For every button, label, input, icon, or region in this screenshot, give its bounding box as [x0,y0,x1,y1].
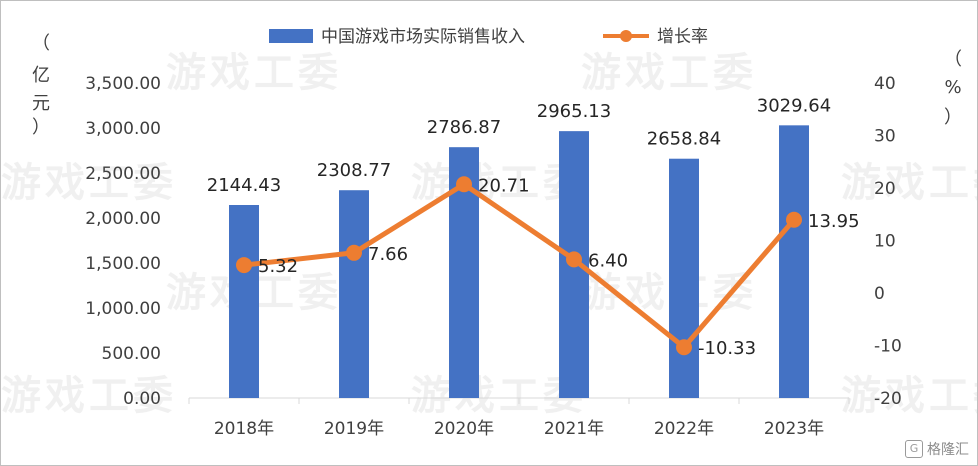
growth-rate-point [786,211,802,228]
brand-logo-text: 格隆汇 [927,442,969,458]
x-tick-label: 2018年 [214,419,274,439]
bar-value-label: 2786.87 [427,117,501,138]
x-tick-label: 2022年 [654,419,714,439]
y-left-tick-label: 2,000.00 [85,209,161,229]
legend-line-marker [620,30,632,42]
y-right-unit-label: % [944,77,961,98]
y-left-tick-label: 1,000.00 [85,299,161,319]
y-right-tick-label: -20 [874,389,902,409]
legend-bar-swatch [269,29,313,43]
y-left-unit-label: ） [32,117,50,138]
bar-value-label: 2965.13 [537,101,611,122]
legend-line-label: 增长率 [657,27,708,47]
growth-rate-label: 5.32 [258,256,298,277]
x-tick-label: 2023年 [764,419,824,439]
watermark-text: 游戏工委 [841,373,977,419]
y-left-unit-label: 元 [32,93,50,114]
y-right-tick-label: 10 [874,232,896,252]
y-left-tick-label: 3,500.00 [85,74,161,94]
bar [229,205,259,398]
growth-rate-point [676,339,692,356]
legend-bar-label: 中国游戏市场实际销售收入 [321,27,525,47]
growth-rate-label: 13.95 [808,211,860,232]
y-right-tick-label: 30 [874,127,896,147]
watermark-text: 游戏工委 [581,50,757,96]
y-left-tick-label: 3,000.00 [85,119,161,139]
y-left-tick-label: 1,500.00 [85,254,161,274]
y-left-tick-label: 2,500.00 [85,164,161,184]
x-tick-label: 2020年 [434,419,494,439]
growth-rate-label: 20.71 [478,175,530,196]
y-left-tick-label: 0.00 [123,389,161,409]
axes: 2018年 2019年 2020年 2021年 2022年 2023年 0.00 500.00… [32,33,962,439]
data-labels: 2144.43 2308.77 2786.87 2965.13 2658.84 3029.… [207,95,860,359]
bar [779,125,809,398]
y-right-tick-label: 20 [874,179,896,199]
watermark-text: 游戏工委 [1,160,177,206]
bar-value-label: 2144.43 [207,175,281,196]
y-right-tick-label: -10 [874,337,902,357]
y-right-tick-label: 40 [874,74,896,94]
bar [669,158,699,398]
growth-rate-point [346,244,362,261]
growth-rate-point [236,257,252,274]
brand-logo: G 格隆汇 [905,439,969,459]
y-left-tick-label: 500.00 [102,344,161,364]
growth-rate-label: -10.33 [698,338,756,359]
watermark-text: 游戏工委 [581,270,757,316]
watermark-text: 游戏工委 [411,373,587,419]
line-series [236,176,802,356]
watermark-text: 游戏工委 [1,373,177,419]
watermark-text: 游戏工委 [166,50,342,96]
legend: 中国游戏市场实际销售收入 增长率 [269,27,708,47]
brand-logo-icon: G [905,440,923,458]
bar-value-label: 3029.64 [757,95,831,116]
y-right-unit-label: （ [944,49,962,70]
growth-rate-label: 6.40 [588,250,628,271]
y-left-unit-label: （ [32,33,50,54]
x-tick-label: 2021年 [544,419,604,439]
y-right-tick-label: 0 [874,284,885,304]
watermark-text: 游戏工委 [841,160,977,206]
growth-rate-line [241,181,797,350]
bar [339,190,369,398]
watermark-layer: 游戏工委游戏工委游戏工委游戏工委游戏工委游戏工委游戏工委游戏工委游戏工委游戏工委 [1,50,977,419]
growth-rate-label: 7.66 [368,244,408,265]
y-right-unit-label: ） [944,107,962,128]
growth-rate-point [566,251,582,268]
bar-value-label: 2308.77 [317,160,391,181]
x-tick-label: 2019年 [324,419,384,439]
y-left-unit-label: 亿 [32,65,50,86]
growth-rate-point [456,176,472,193]
bar-value-label: 2658.84 [647,129,721,150]
